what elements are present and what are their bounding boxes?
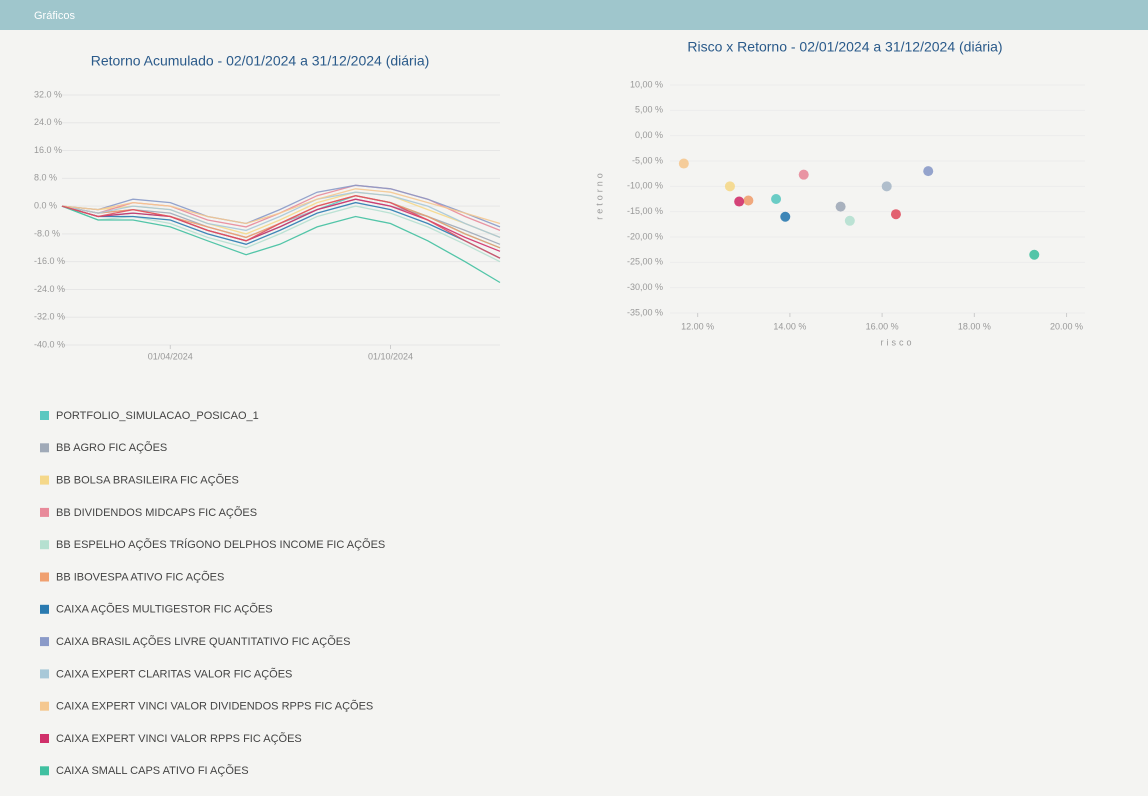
legend-swatch bbox=[40, 475, 49, 485]
scatter-point bbox=[734, 196, 745, 207]
series-line bbox=[61, 201, 501, 259]
y-tick-label: -32.0 % bbox=[34, 312, 65, 322]
x-tick-label: 12.00 % bbox=[681, 321, 714, 331]
x-tick-label: 14.00 % bbox=[773, 321, 806, 331]
y-tick-label: 0.0 % bbox=[34, 200, 57, 210]
y-tick-label: -40.0 % bbox=[34, 339, 65, 349]
scatter-point bbox=[798, 169, 809, 180]
legend-swatch bbox=[40, 669, 49, 679]
scatter-point bbox=[780, 211, 791, 222]
scatter-point bbox=[724, 181, 735, 192]
header-title: Gráficos bbox=[34, 10, 75, 22]
y-tick-label: 0,00 % bbox=[635, 130, 663, 140]
header-bar bbox=[0, 0, 1148, 30]
x-axis-label: risco bbox=[880, 337, 914, 347]
y-tick-label: 5,00 % bbox=[635, 105, 663, 115]
y-tick-label: 8.0 % bbox=[34, 173, 57, 183]
y-tick-label: -25,00 % bbox=[627, 257, 663, 267]
series-line bbox=[61, 205, 501, 284]
y-tick-label: -35,00 % bbox=[627, 307, 663, 317]
y-tick-label: -30,00 % bbox=[627, 282, 663, 292]
y-tick-label: -8.0 % bbox=[34, 228, 60, 238]
y-tick-label: -10,00 % bbox=[627, 181, 663, 191]
legend-swatch bbox=[40, 572, 49, 582]
x-tick-label: 01/04/2024 bbox=[148, 351, 193, 361]
legend-swatch bbox=[40, 604, 49, 614]
x-tick-label: 18.00 % bbox=[958, 321, 991, 331]
y-tick-label: -20,00 % bbox=[627, 231, 663, 241]
scatter-point bbox=[835, 201, 846, 212]
y-tick-label: -16.0 % bbox=[34, 256, 65, 266]
y-axis-label: retorno bbox=[594, 170, 604, 220]
legend-label: CAIXA SMALL CAPS ATIVO FI AÇÕES bbox=[56, 764, 249, 777]
legend-label: CAIXA EXPERT VINCI VALOR RPPS FIC AÇÕES bbox=[56, 732, 302, 745]
scatter-point bbox=[844, 215, 855, 226]
scatter-point bbox=[923, 166, 934, 177]
series-line bbox=[61, 191, 501, 239]
legend-label: BB DIVIDENDOS MIDCAPS FIC AÇÕES bbox=[56, 506, 257, 519]
legend-label: BB AGRO FIC AÇÕES bbox=[56, 441, 167, 454]
scatter-point bbox=[678, 158, 689, 169]
y-tick-label: -5,00 % bbox=[632, 155, 663, 165]
legend-label: BB ESPELHO AÇÕES TRÍGONO DELPHOS INCOME … bbox=[56, 538, 385, 551]
scatter-point bbox=[881, 181, 892, 192]
series-line bbox=[61, 184, 501, 228]
chart-title: Risco x Retorno - 02/01/2024 a 31/12/202… bbox=[687, 39, 1002, 55]
legend-swatch bbox=[40, 766, 49, 776]
legend-label: CAIXA EXPERT CLARITAS VALOR FIC AÇÕES bbox=[56, 667, 292, 680]
x-tick-label: 20.00 % bbox=[1050, 321, 1083, 331]
series-line bbox=[61, 195, 501, 259]
scatter-point bbox=[890, 209, 901, 220]
chart-title: Retorno Acumulado - 02/01/2024 a 31/12/2… bbox=[91, 53, 430, 69]
legend-swatch bbox=[40, 411, 49, 420]
series-line bbox=[61, 188, 501, 225]
legend-swatch bbox=[40, 507, 49, 517]
scatter-point bbox=[1029, 249, 1040, 260]
y-tick-label: -15,00 % bbox=[627, 206, 663, 216]
legend-swatch bbox=[40, 443, 49, 453]
y-tick-label: 16.0 % bbox=[34, 145, 62, 155]
legend-swatch bbox=[40, 540, 49, 550]
legend-swatch bbox=[40, 701, 49, 711]
legend-swatch bbox=[40, 734, 49, 743]
legend-label: BB BOLSA BRASILEIRA FIC AÇÕES bbox=[56, 474, 239, 487]
x-tick-label: 01/10/2024 bbox=[368, 351, 413, 361]
legend-label: CAIXA BRASIL AÇÕES LIVRE QUANTITATIVO FI… bbox=[56, 635, 350, 648]
y-tick-label: -24.0 % bbox=[34, 284, 65, 294]
scatter-point bbox=[743, 195, 754, 206]
y-tick-label: 32.0 % bbox=[34, 89, 62, 99]
legend-label: CAIXA EXPERT VINCI VALOR DIVIDENDOS RPPS… bbox=[56, 700, 373, 713]
legend-label: PORTFOLIO_SIMULACAO_POSICAO_1 bbox=[56, 410, 259, 422]
scatter-point bbox=[771, 194, 782, 204]
x-tick-label: 16.00 % bbox=[866, 321, 899, 331]
legend-label: CAIXA AÇÕES MULTIGESTOR FIC AÇÕES bbox=[56, 603, 273, 616]
legend-swatch bbox=[40, 637, 49, 647]
legend-label: BB IBOVESPA ATIVO FIC AÇÕES bbox=[56, 570, 224, 583]
y-tick-label: 10,00 % bbox=[630, 79, 663, 89]
y-tick-label: 24.0 % bbox=[34, 117, 62, 127]
